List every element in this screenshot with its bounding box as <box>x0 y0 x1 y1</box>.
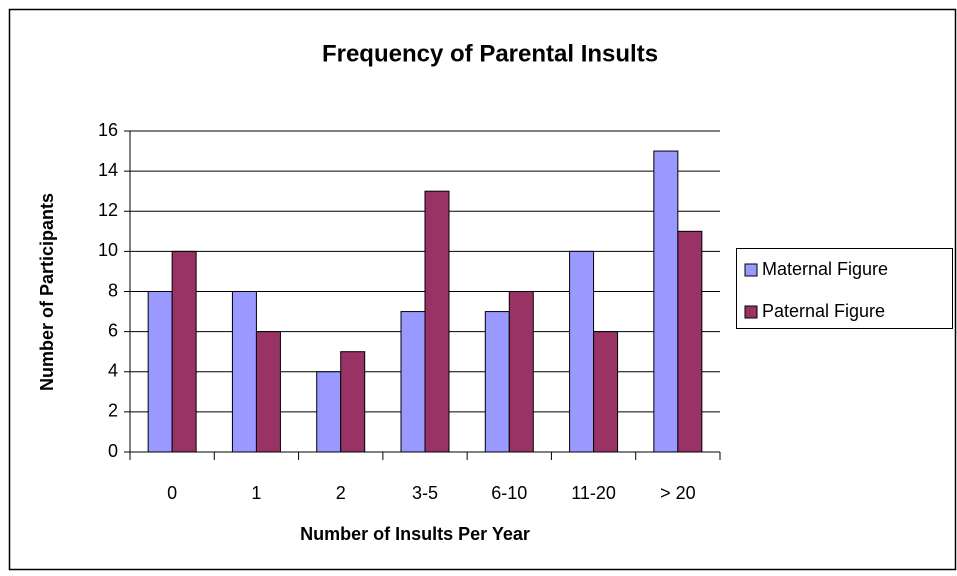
bar <box>231 291 257 453</box>
legend-label: Paternal Figure <box>762 301 885 321</box>
y-tick-label: 0 <box>108 441 118 461</box>
y-tick-label: 4 <box>108 361 118 381</box>
x-tick-label: 11-20 <box>571 483 616 503</box>
bar <box>400 311 426 453</box>
legend-swatch <box>744 263 758 277</box>
y-tick-label: 16 <box>98 120 118 140</box>
x-tick-label: 2 <box>336 483 346 503</box>
legend-swatch <box>744 305 758 319</box>
y-tick-label: 12 <box>98 200 118 220</box>
x-tick-label: 0 <box>167 483 177 503</box>
bar <box>147 291 173 453</box>
bar <box>653 150 679 453</box>
bar <box>255 331 281 453</box>
y-tick-label: 8 <box>108 280 118 300</box>
chart-title: Frequency of Parental Insults <box>322 40 658 67</box>
legend-label: Maternal Figure <box>762 259 888 279</box>
x-tick-label: > 20 <box>660 483 696 503</box>
bar <box>424 190 450 453</box>
y-tick-label: 14 <box>98 160 118 180</box>
x-tick-label: 6-10 <box>491 483 527 503</box>
bar <box>508 291 534 453</box>
x-tick-label: 1 <box>251 483 261 503</box>
y-tick-label: 6 <box>108 320 118 340</box>
x-axis-label: Number of Insults Per Year <box>300 524 530 544</box>
y-axis-label: Number of Participants <box>37 193 57 391</box>
bar <box>484 311 510 453</box>
bar <box>340 351 366 453</box>
bar <box>316 371 342 453</box>
bar <box>569 250 595 453</box>
y-tick-label: 10 <box>98 240 118 260</box>
bar <box>171 250 197 453</box>
y-tick-label: 2 <box>108 401 118 421</box>
legend-box <box>736 248 953 329</box>
x-tick-label: 3-5 <box>412 483 438 503</box>
bar <box>677 230 703 453</box>
bar <box>593 331 619 453</box>
